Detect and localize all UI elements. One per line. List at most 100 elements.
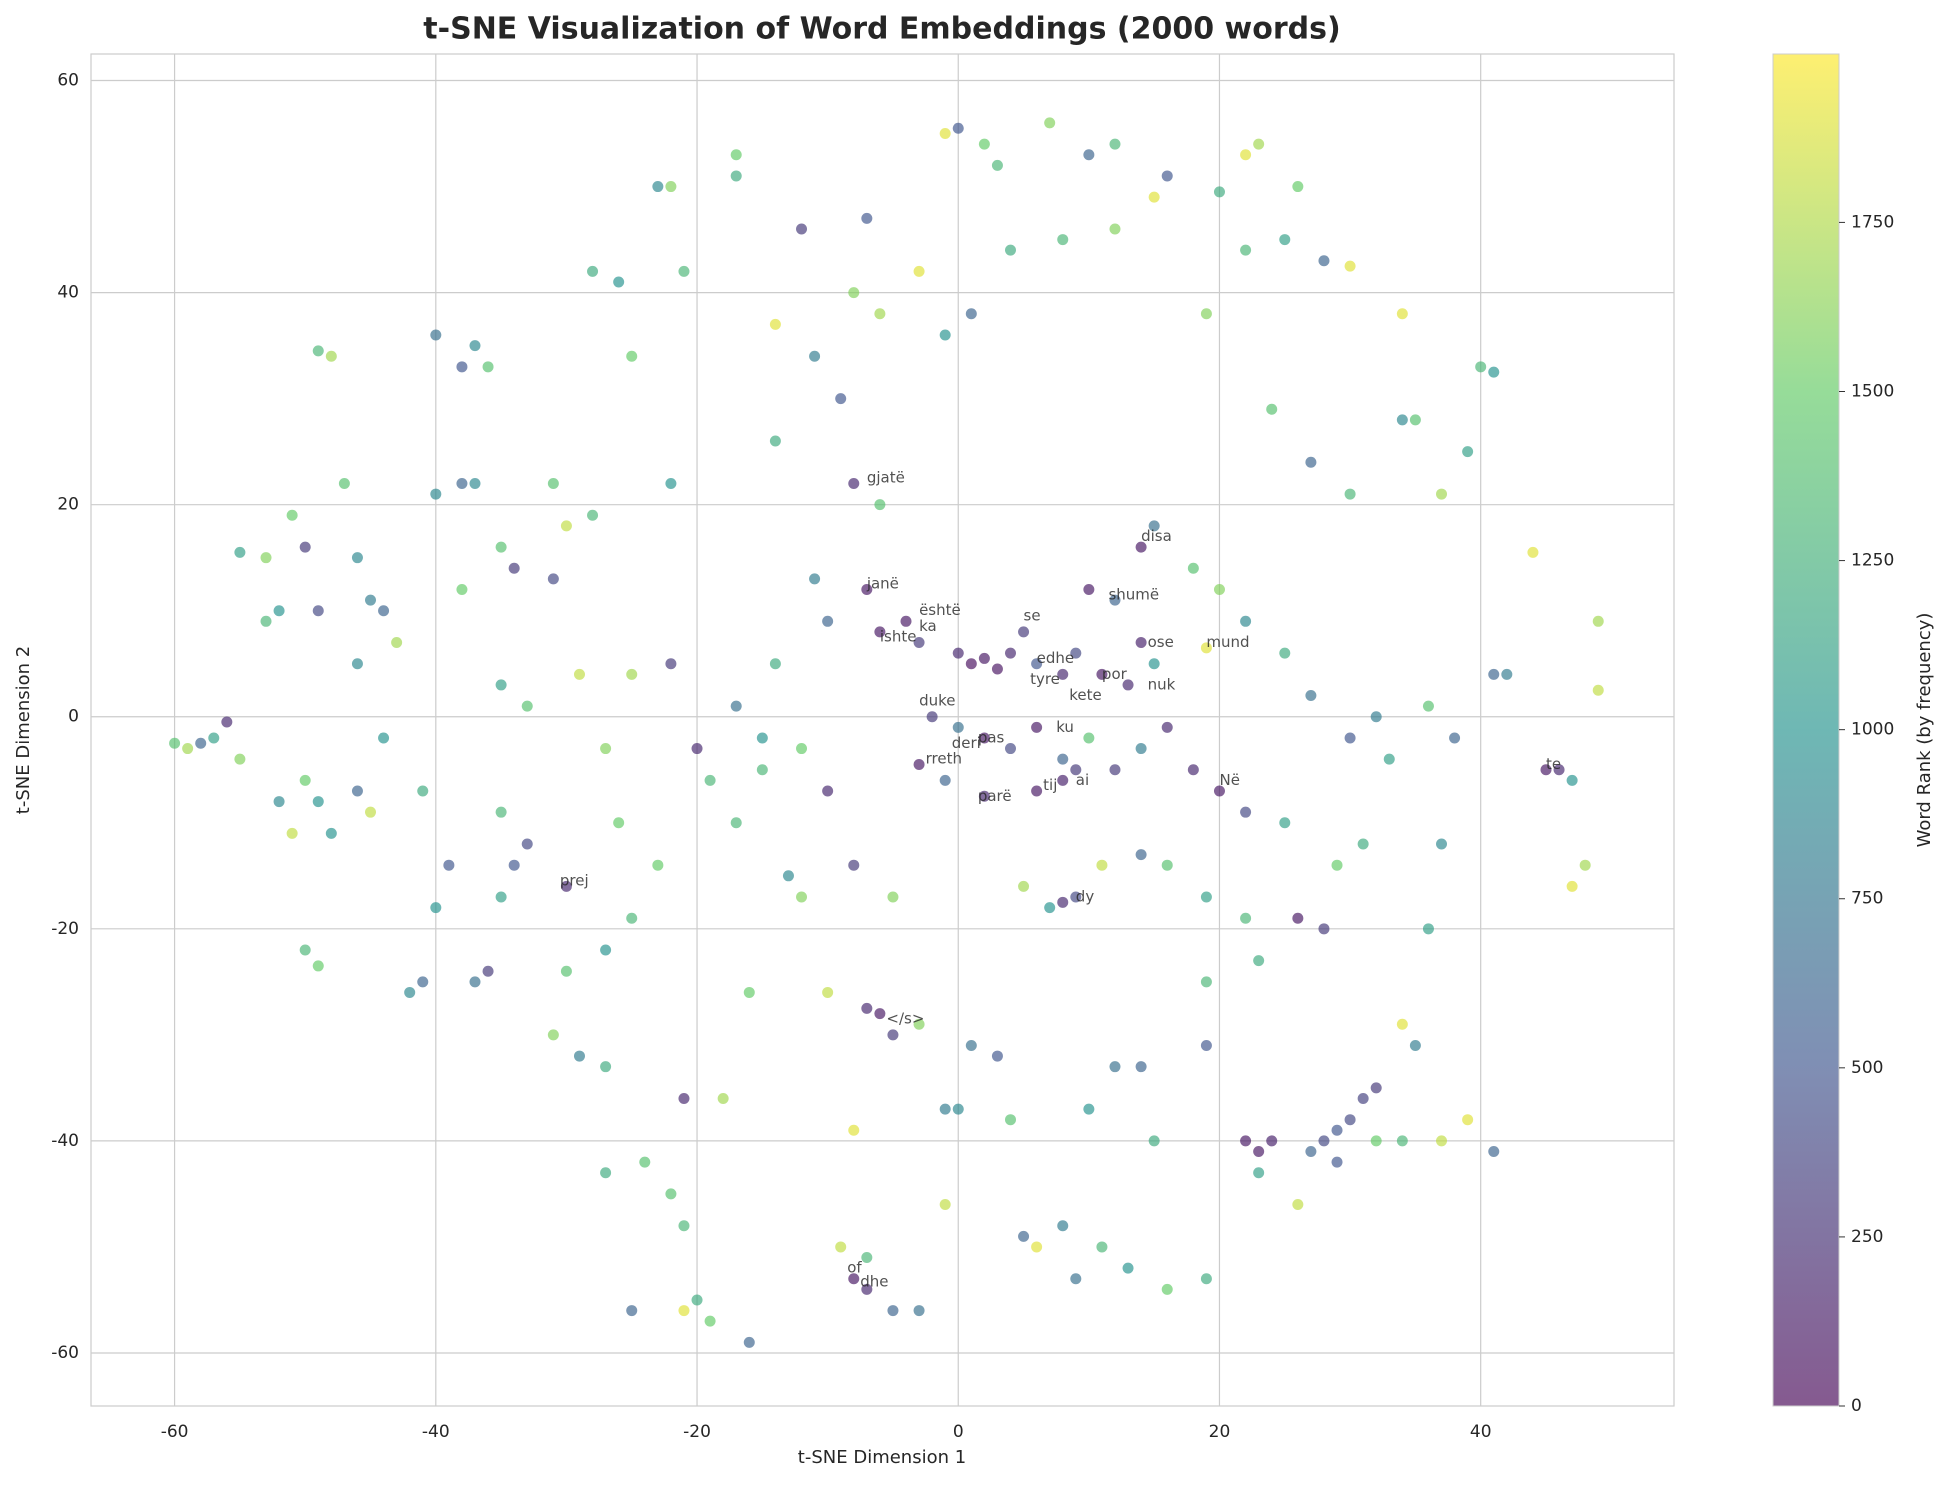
point	[1031, 721, 1043, 733]
annotation: ose	[1148, 633, 1174, 651]
point	[273, 796, 285, 808]
point	[861, 212, 873, 224]
point	[1083, 732, 1095, 744]
annotation: se	[1024, 607, 1041, 625]
point	[691, 743, 703, 755]
colorbar-tick-label: 750	[1851, 889, 1883, 909]
point	[1318, 923, 1330, 935]
point	[1148, 520, 1160, 532]
point	[1344, 260, 1356, 272]
point	[560, 965, 572, 977]
point	[1135, 541, 1147, 553]
point	[299, 774, 311, 786]
point	[482, 965, 494, 977]
point	[378, 605, 390, 617]
point	[469, 477, 481, 489]
point	[1305, 1146, 1317, 1158]
point	[365, 806, 377, 818]
point	[1135, 637, 1147, 649]
point	[939, 329, 951, 341]
point	[978, 652, 990, 664]
colorbar-tick-label: 0	[1851, 1396, 1862, 1416]
point	[1083, 1103, 1095, 1115]
point	[704, 774, 716, 786]
point	[887, 1305, 899, 1317]
point	[1292, 912, 1304, 924]
point	[1057, 753, 1069, 765]
point	[1109, 138, 1121, 150]
point	[482, 361, 494, 373]
point	[1436, 488, 1448, 500]
point	[848, 859, 860, 871]
point	[678, 1092, 690, 1104]
annotation: janë	[866, 575, 899, 593]
point	[1004, 244, 1016, 256]
point	[1566, 880, 1578, 892]
point	[312, 605, 324, 617]
point	[312, 796, 324, 808]
point	[1253, 1146, 1265, 1158]
point	[965, 308, 977, 320]
point	[273, 605, 285, 617]
point	[521, 700, 533, 712]
point	[1292, 1199, 1304, 1211]
point	[1318, 1135, 1330, 1147]
point	[874, 499, 886, 511]
point	[952, 1103, 964, 1115]
point	[351, 658, 363, 670]
point	[1018, 1230, 1030, 1242]
colorbar-tick-label: 1500	[1851, 381, 1894, 401]
point	[1357, 838, 1369, 850]
point	[338, 477, 350, 489]
point	[1200, 308, 1212, 320]
point	[1592, 684, 1604, 696]
point	[796, 891, 808, 903]
point	[1331, 1156, 1343, 1168]
point	[978, 138, 990, 150]
point	[1396, 308, 1408, 320]
point	[260, 615, 272, 627]
point	[1004, 1114, 1016, 1126]
colorbar-label: Word Rank (by frequency)	[1914, 613, 1935, 848]
point	[1213, 583, 1225, 595]
annotation: duke	[919, 691, 955, 709]
point	[221, 716, 233, 728]
annotation: edhe	[1037, 649, 1075, 667]
point	[1305, 456, 1317, 468]
point	[730, 170, 742, 182]
point	[704, 1315, 716, 1327]
point	[1083, 583, 1095, 595]
point	[1070, 891, 1082, 903]
point	[587, 265, 599, 277]
point	[469, 976, 481, 988]
point	[952, 122, 964, 134]
point	[900, 615, 912, 627]
point	[965, 658, 977, 670]
point	[769, 435, 781, 447]
point	[430, 488, 442, 500]
point	[1135, 743, 1147, 755]
annotation: te	[1546, 755, 1561, 773]
point	[1187, 764, 1199, 776]
point	[456, 583, 468, 595]
point	[547, 573, 559, 585]
point	[378, 732, 390, 744]
y-tick-label: 0	[68, 707, 79, 727]
point	[456, 477, 468, 489]
annotation: deri	[952, 734, 981, 752]
point	[822, 615, 834, 627]
point	[1240, 244, 1252, 256]
point	[417, 976, 429, 988]
point	[495, 541, 507, 553]
point	[665, 477, 677, 489]
point	[1109, 223, 1121, 235]
point	[1122, 679, 1134, 691]
point	[652, 181, 664, 193]
point	[835, 1241, 847, 1253]
point	[1096, 668, 1108, 680]
x-tick-label: 0	[953, 1422, 964, 1442]
point	[1240, 806, 1252, 818]
annotation: dy	[1076, 888, 1095, 906]
colorbar	[1772, 53, 1840, 1407]
annotation: </s>	[886, 1009, 924, 1027]
